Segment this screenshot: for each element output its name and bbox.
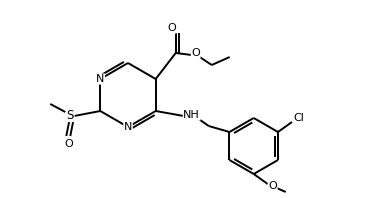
- Text: N: N: [96, 74, 104, 84]
- Text: O: O: [268, 181, 277, 191]
- Text: NH: NH: [184, 110, 200, 120]
- Text: S: S: [67, 109, 74, 122]
- Text: N: N: [124, 122, 132, 132]
- Text: O: O: [191, 48, 200, 58]
- Text: Cl: Cl: [294, 113, 305, 123]
- Text: O: O: [64, 139, 73, 149]
- Text: O: O: [167, 23, 176, 33]
